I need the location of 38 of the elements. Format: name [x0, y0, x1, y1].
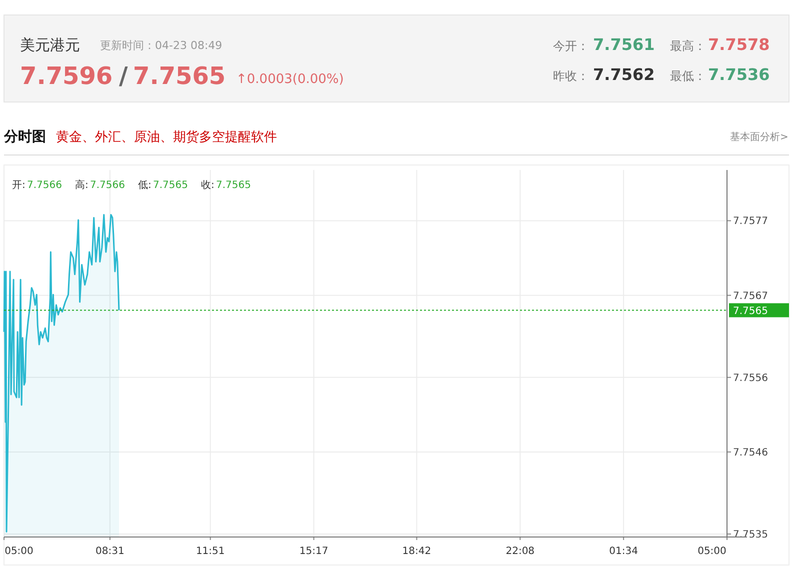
text: ↑0.0003(0.00%)	[236, 72, 344, 87]
y-tick-label: 7.7556	[733, 372, 768, 384]
text: 7.7578	[708, 35, 770, 54]
annotation: 7.7566	[90, 180, 125, 191]
x-tick-label: 22:08	[506, 546, 535, 557]
text: 最低：	[670, 69, 706, 83]
text: 黄金、外汇、原油、期货多空提醒软件	[56, 130, 277, 145]
text: 昨收：	[553, 69, 589, 83]
x-tick-label: 05:00	[698, 546, 726, 557]
y-tick-label: 7.7546	[733, 447, 768, 458]
x-tick-label: 05:00	[4, 546, 34, 557]
text: /	[119, 62, 128, 90]
text: 7.7565	[133, 62, 226, 90]
annotation: 低:	[138, 180, 152, 191]
text: 基本面分析>	[730, 131, 788, 143]
text: 7.7561	[593, 35, 655, 54]
chart-subtitle: 分时图	[3, 129, 46, 145]
ref-line-label: 7.7565	[733, 306, 768, 318]
annotation: 7.7565	[153, 180, 188, 191]
y-tick-label: 7.7577	[733, 216, 768, 228]
x-tick-label: 01:34	[609, 546, 638, 557]
y-tick-label: 7.7567	[733, 290, 768, 302]
text: 今开：	[553, 39, 589, 53]
text: 更新时间：04-23 08:49	[100, 39, 222, 52]
x-tick-label: 08:31	[96, 546, 124, 557]
annotation: 收:	[201, 180, 214, 191]
annotation: 7.7566	[27, 180, 62, 191]
chart-title: 美元港元	[20, 36, 80, 54]
annotation: 开:	[12, 180, 26, 191]
x-tick-label: 15:17	[299, 546, 328, 557]
text: 7.7596	[20, 62, 113, 90]
text: 最高：	[670, 39, 706, 53]
text: 7.7536	[708, 65, 770, 84]
x-tick-label: 18:42	[402, 546, 432, 557]
annotation: 高:	[75, 179, 88, 191]
annotation: 7.7565	[216, 180, 251, 191]
text: 7.7562	[593, 65, 655, 84]
x-tick-label: 11:51	[196, 546, 225, 557]
